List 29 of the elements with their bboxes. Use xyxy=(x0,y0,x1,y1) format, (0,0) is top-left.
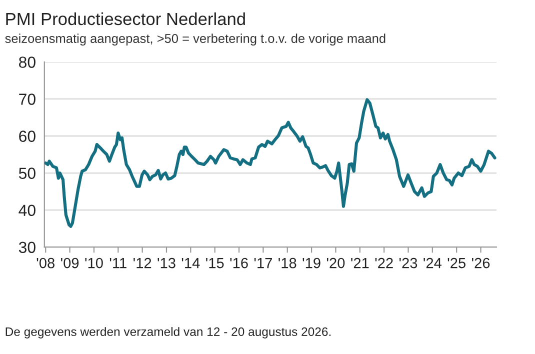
x-tick-label: '09 xyxy=(61,258,79,268)
x-tick-label: '20 xyxy=(326,258,345,268)
x-tick-label: '26 xyxy=(472,258,490,268)
x-tick-label: '21 xyxy=(351,258,369,268)
chart-subtitle: seizoensmatig aangepast, >50 = verbetering t.o.v. de vorige maand xyxy=(5,34,386,46)
y-tick-label: 40 xyxy=(18,204,36,216)
y-tick-label: 60 xyxy=(19,130,36,142)
x-tick-label: '14 xyxy=(182,258,200,268)
chart-title: PMI Productiesector Nederland xyxy=(6,12,245,26)
x-tick-label: '10 xyxy=(85,258,103,268)
y-tick-label: 80 xyxy=(19,56,36,68)
x-tick-label: '18 xyxy=(278,258,296,268)
x-tick-label: '16 xyxy=(230,258,248,268)
y-tick-label: 50 xyxy=(18,168,36,179)
x-tick-label: '08 xyxy=(36,258,54,268)
line-series xyxy=(44,98,496,228)
x-tick-label: '19 xyxy=(302,258,320,268)
x-tick-label: '15 xyxy=(206,258,224,268)
x-tick-label: '22 xyxy=(375,258,393,268)
text: De gegevens werden verzameld van 12 - 20 augustus 2026. xyxy=(6,327,331,338)
x-tick-label: '12 xyxy=(134,258,152,268)
x-tick-label: '13 xyxy=(158,258,176,268)
x-tick-label: '23 xyxy=(399,258,418,268)
y-tick-label: 70 xyxy=(19,94,36,105)
x-tick-label: '24 xyxy=(424,258,442,268)
x-tick-label: '17 xyxy=(254,258,272,268)
x-tick-label: '11 xyxy=(110,258,126,268)
x-tick-label: '25 xyxy=(448,258,466,268)
y-tick-label: 30 xyxy=(18,242,36,254)
